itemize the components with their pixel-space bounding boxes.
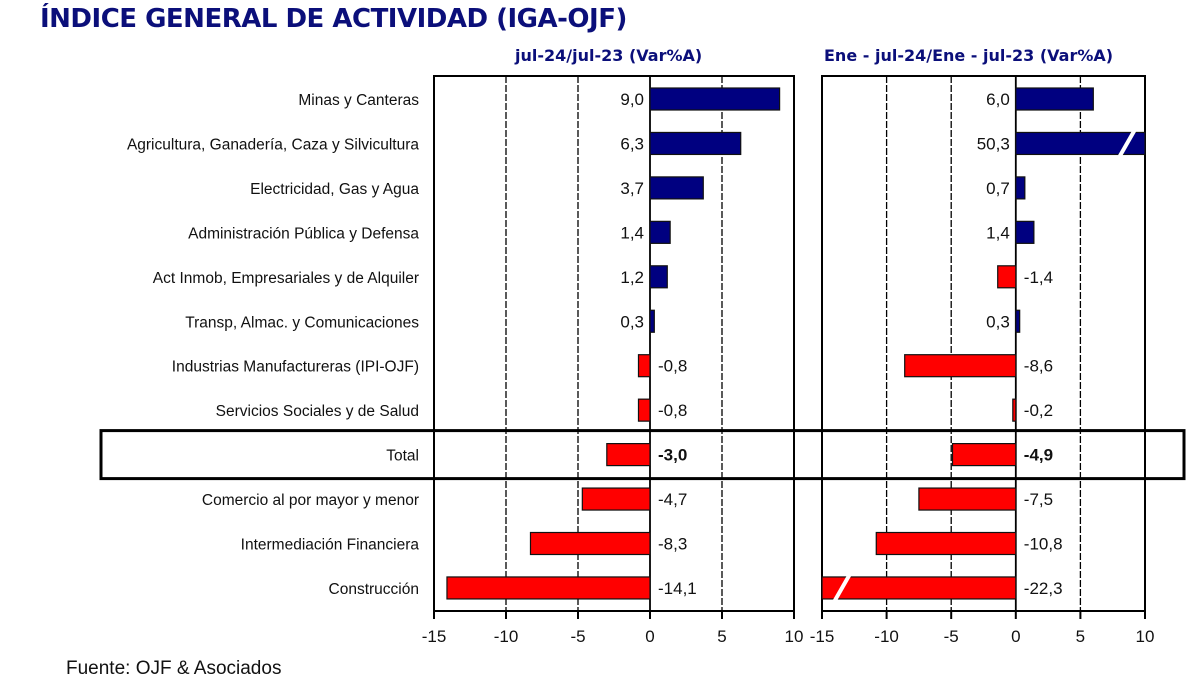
right-bar [918, 487, 1017, 511]
left-value-label: -4,7 [658, 490, 687, 509]
left-value-label: -0,8 [658, 401, 687, 420]
right-tick-label: 5 [1076, 627, 1085, 646]
left-value-label: -0,8 [658, 357, 687, 376]
right-bar [951, 443, 1017, 467]
right-bar [904, 354, 1017, 378]
right-value-label: 0,3 [986, 312, 1010, 331]
right-bar [1015, 309, 1021, 333]
source-note: Fuente: OJF & Asociados [66, 658, 282, 679]
left-value-label: 0,3 [620, 312, 644, 331]
right-break-mark [832, 572, 852, 603]
category-label: Transp, Almac. y Comunicaciones [185, 314, 419, 331]
left-bar [649, 87, 781, 111]
right-bar [1015, 87, 1094, 111]
category-label: Total [386, 448, 419, 465]
left-value-label: 3,7 [620, 179, 644, 198]
right-value-label: -7,5 [1024, 490, 1053, 509]
left-value-label: -8,3 [658, 535, 687, 554]
right-bar [821, 576, 1017, 600]
chart-title: ÍNDICE GENERAL DE ACTIVIDAD (IGA-OJF) [40, 4, 627, 34]
left-value-label: -3,0 [658, 446, 687, 465]
left-tick-label: 5 [717, 627, 726, 646]
left-bar [649, 176, 704, 200]
category-label: Administración Pública y Defensa [188, 225, 419, 242]
left-tick-label: -5 [570, 627, 585, 646]
right-chart-subtitle: Ene - jul-24/Ene - jul-23 (Var%A) [824, 46, 1114, 65]
left-bar [649, 309, 655, 333]
right-panel: -15 -10 -5 0 5 10 6,0 50,3 0,7 1,4 -1,4 0,3 -8,6 -0,2… [810, 75, 1155, 646]
left-value-label: 1,2 [620, 268, 644, 287]
left-bar [529, 531, 651, 556]
left-plot-frame [433, 75, 795, 612]
category-label: Construcción [329, 581, 419, 598]
right-bar [1015, 220, 1035, 244]
category-label: Industrias Manufactureras (IPI-OJF) [172, 359, 419, 376]
left-bar [606, 443, 651, 467]
category-label: Servicios Sociales y de Salud [216, 403, 419, 420]
right-value-label: -0,2 [1024, 401, 1053, 420]
right-bar [875, 531, 1017, 556]
left-tick-label: 0 [645, 627, 654, 646]
right-tick-label: 10 [1136, 627, 1155, 646]
category-label: Act Inmob, Empresariales y de Alquiler [153, 270, 419, 287]
right-value-label: 0,7 [986, 179, 1010, 198]
left-bar [581, 487, 651, 511]
left-value-label: 1,4 [620, 223, 644, 242]
left-value-label: 9,0 [620, 90, 644, 109]
left-panel: -15 -10 -5 0 5 10 9,0 6,3 3,7 1,4 1,2 0,3 -0,8 -0,8 -3… [422, 75, 804, 646]
right-bar [1015, 176, 1026, 200]
right-value-label: 6,0 [986, 90, 1010, 109]
right-tick-label: -5 [944, 627, 959, 646]
right-tick-label: -15 [810, 627, 835, 646]
left-value-label: -14,1 [658, 579, 697, 598]
left-value-label: 6,3 [620, 134, 644, 153]
right-value-label: 1,4 [986, 223, 1010, 242]
right-bar [1015, 131, 1146, 156]
left-bar [446, 576, 651, 600]
right-bar [1012, 398, 1017, 422]
left-bar [649, 131, 742, 156]
right-value-label: -1,4 [1024, 268, 1053, 287]
left-bar [649, 265, 668, 289]
category-label: Electricidad, Gas y Agua [250, 181, 419, 198]
right-tick-label: -10 [874, 627, 899, 646]
total-highlight-box [99, 429, 1186, 481]
left-bar [637, 354, 651, 378]
right-plot-frame [821, 75, 1146, 612]
left-chart-subtitle: jul-24/jul-23 (Var%A) [515, 46, 703, 65]
right-value-label: -10,8 [1024, 535, 1063, 554]
right-value-label: -4,9 [1024, 446, 1053, 465]
left-tick-label: -10 [494, 627, 519, 646]
left-tick-label: -15 [422, 627, 447, 646]
left-bar [637, 398, 651, 422]
category-label: Comercio al por mayor y menor [202, 492, 419, 509]
right-value-label: 50,3 [977, 134, 1010, 153]
category-label: Intermediación Financiera [241, 537, 420, 554]
right-value-label: -22,3 [1024, 579, 1063, 598]
right-break-mark [1117, 128, 1137, 159]
left-tick-label: 10 [785, 627, 804, 646]
category-label: Minas y Canteras [298, 92, 419, 109]
left-bar [649, 220, 671, 244]
right-value-label: -8,6 [1024, 357, 1053, 376]
right-tick-label: 0 [1011, 627, 1020, 646]
category-label: Agricultura, Ganadería, Caza y Silvicult… [127, 136, 419, 153]
right-bar [997, 265, 1017, 289]
